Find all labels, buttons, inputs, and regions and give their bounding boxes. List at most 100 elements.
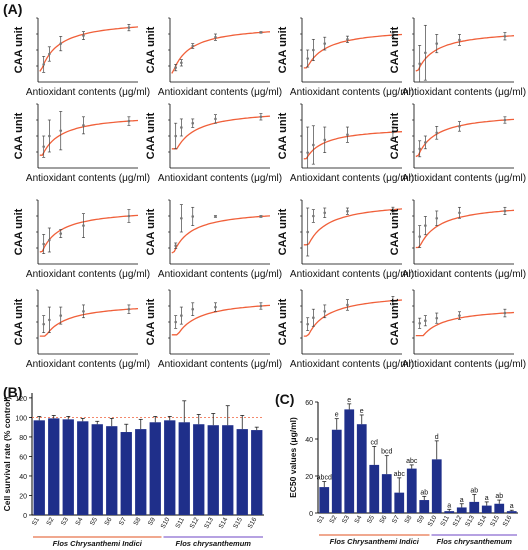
data-point — [214, 35, 217, 39]
x-tick-label: S15 — [489, 514, 501, 528]
x-tick-label: S15 — [232, 516, 244, 530]
fit-curve — [171, 215, 271, 254]
x-tick-label: S11 — [439, 514, 451, 527]
data-point — [458, 314, 461, 317]
x-tick-label: S1 — [316, 514, 326, 525]
significance-letter: e — [347, 397, 351, 404]
significance-letter: bcd — [381, 449, 392, 456]
y-axis-label: CAA unit — [13, 26, 25, 73]
x-tick-label: S6 — [378, 514, 388, 525]
group-label: Flos Chrysanthemi Indici — [330, 537, 420, 546]
y-tick-label: 80 — [19, 435, 27, 442]
bar — [469, 501, 480, 513]
data-point — [180, 216, 183, 220]
data-point — [458, 125, 461, 128]
data-point — [418, 62, 421, 66]
x-tick-label: S13 — [203, 516, 215, 530]
significance-letter: abc — [394, 471, 406, 478]
bar — [431, 459, 442, 513]
caa-subplot: CAA unit Antioxidant contents (μg/ml) — [277, 289, 414, 370]
bar — [207, 425, 219, 515]
data-point — [391, 33, 395, 37]
data-point — [174, 320, 177, 324]
bar — [236, 429, 248, 515]
data-point — [306, 322, 309, 326]
data-point — [306, 230, 309, 234]
bar — [178, 422, 190, 515]
data-point — [180, 61, 183, 65]
x-axis-label: Antioxidant contents (μg/ml) — [158, 359, 282, 370]
bar — [251, 430, 263, 515]
significance-letter: e — [360, 408, 364, 415]
fit-curve — [415, 35, 515, 72]
caa-subplot: CAA unit Antioxidant contents (μg/ml) — [277, 103, 414, 184]
bar — [149, 422, 161, 515]
data-point — [503, 311, 507, 315]
bar — [394, 492, 405, 513]
y-axis-label: CAA unit — [277, 208, 289, 255]
data-point — [42, 63, 45, 66]
data-point — [503, 118, 507, 122]
panel-c-label: (C) — [275, 391, 294, 407]
bar — [319, 487, 330, 513]
data-point — [435, 42, 439, 45]
panel-c-bar-chart: 0204060S1abcdS2eS3eS4eS5cdS6bcdS7abcS8ab… — [288, 397, 518, 546]
data-point — [312, 48, 315, 52]
bar — [331, 429, 342, 513]
y-axis-label: CAA unit — [389, 208, 401, 255]
x-tick-label: S1 — [31, 516, 41, 527]
bar — [406, 468, 417, 513]
y-tick-label: 60 — [305, 400, 313, 407]
data-point — [458, 211, 461, 215]
y-tick-label: 40 — [305, 437, 313, 444]
x-axis-label: Antioxidant contents (μg/ml) — [402, 173, 526, 184]
caa-subplot: CAA unit Antioxidant contents (μg/ml) — [389, 17, 526, 98]
x-tick-label: S10 — [427, 514, 439, 528]
data-point — [323, 310, 327, 313]
bar — [91, 424, 103, 515]
fit-curve — [171, 31, 271, 74]
y-tick-label: 40 — [19, 474, 27, 481]
data-point — [174, 244, 177, 248]
x-tick-label: S7 — [118, 516, 128, 527]
x-axis-label: Antioxidant contents (μg/ml) — [158, 87, 282, 98]
x-tick-label: S13 — [464, 514, 476, 528]
data-point — [346, 38, 349, 41]
data-point — [191, 215, 195, 218]
data-point — [180, 126, 183, 129]
data-point — [214, 215, 217, 218]
bar — [120, 432, 132, 515]
data-point — [59, 129, 63, 132]
fit-curve — [303, 131, 403, 160]
caa-subplot: CAA unit Antioxidant contents (μg/ml) — [145, 17, 282, 98]
data-point — [306, 151, 309, 154]
caa-subplot: CAA unit Antioxidant contents (μg/ml) — [277, 17, 414, 98]
bar — [62, 419, 74, 515]
x-tick-label: S7 — [391, 514, 401, 525]
y-tick-label: 20 — [305, 474, 313, 481]
fit-curve — [39, 26, 139, 72]
y-axis-label: CAA unit — [277, 26, 289, 73]
y-axis-label: CAA unit — [389, 112, 401, 159]
bar — [381, 474, 392, 513]
y-tick-label: 120 — [15, 396, 27, 403]
y-axis-label: CAA unit — [145, 112, 157, 159]
data-point — [127, 214, 131, 218]
data-point — [259, 215, 263, 218]
data-point — [174, 66, 177, 69]
x-axis-label: Antioxidant contents (μg/ml) — [290, 359, 414, 370]
data-point — [42, 145, 45, 148]
y-axis-label: Cell survival rate (% control) — [2, 396, 12, 511]
data-point — [424, 141, 427, 144]
x-tick-label: S6 — [103, 516, 113, 527]
data-point — [323, 42, 327, 45]
bar — [419, 500, 430, 513]
data-point — [82, 124, 85, 127]
data-point — [59, 314, 63, 317]
data-point — [418, 147, 421, 151]
y-tick-label: 0 — [309, 511, 313, 518]
data-point — [418, 321, 421, 325]
